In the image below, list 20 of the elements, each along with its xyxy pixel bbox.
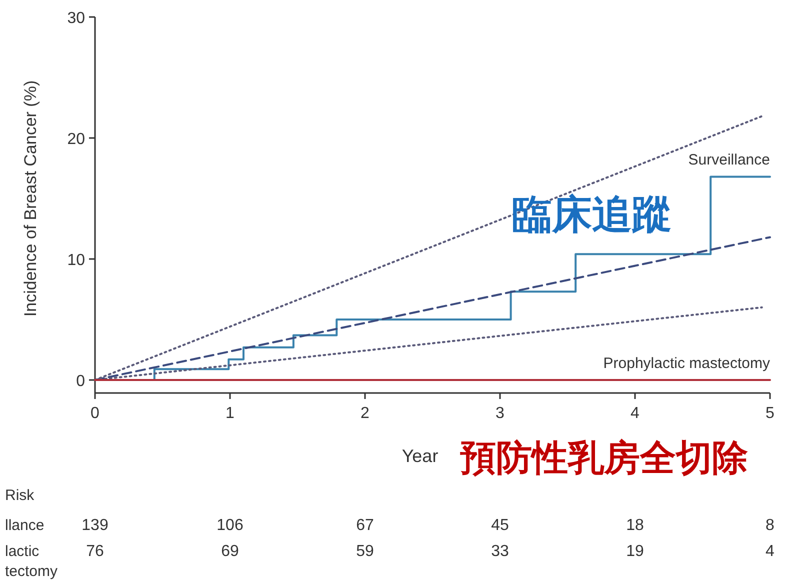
y-tick-label: 30 [67, 10, 86, 27]
series-label: Surveillance [688, 152, 770, 169]
text: Risk [5, 487, 35, 504]
y-axis-title: Incidence of Breast Cancer (%) [21, 80, 40, 317]
y-tick-label: 20 [67, 131, 86, 148]
x-tick-label: 5 [766, 405, 775, 422]
annotation: 臨床追蹤 [512, 193, 672, 237]
x-tick-label: 2 [360, 405, 370, 422]
x-axis-title: Year [402, 446, 438, 466]
x-tick-label: 0 [90, 405, 100, 422]
y-tick-label: 0 [76, 373, 86, 390]
x-tick-label: 4 [630, 405, 640, 422]
text: lactic 76 69 59 33 19 4 [5, 543, 774, 560]
text: tectomy [5, 563, 58, 580]
text: 預防性乳房全切除 [460, 437, 748, 478]
x-tick-label: 1 [226, 405, 235, 422]
series-label: Prophylactic mastectomy [603, 355, 770, 372]
text: llance 139 106 67 45 18 8 [5, 517, 774, 534]
y-tick-label: 10 [67, 252, 86, 269]
x-tick-label: 3 [496, 405, 505, 422]
